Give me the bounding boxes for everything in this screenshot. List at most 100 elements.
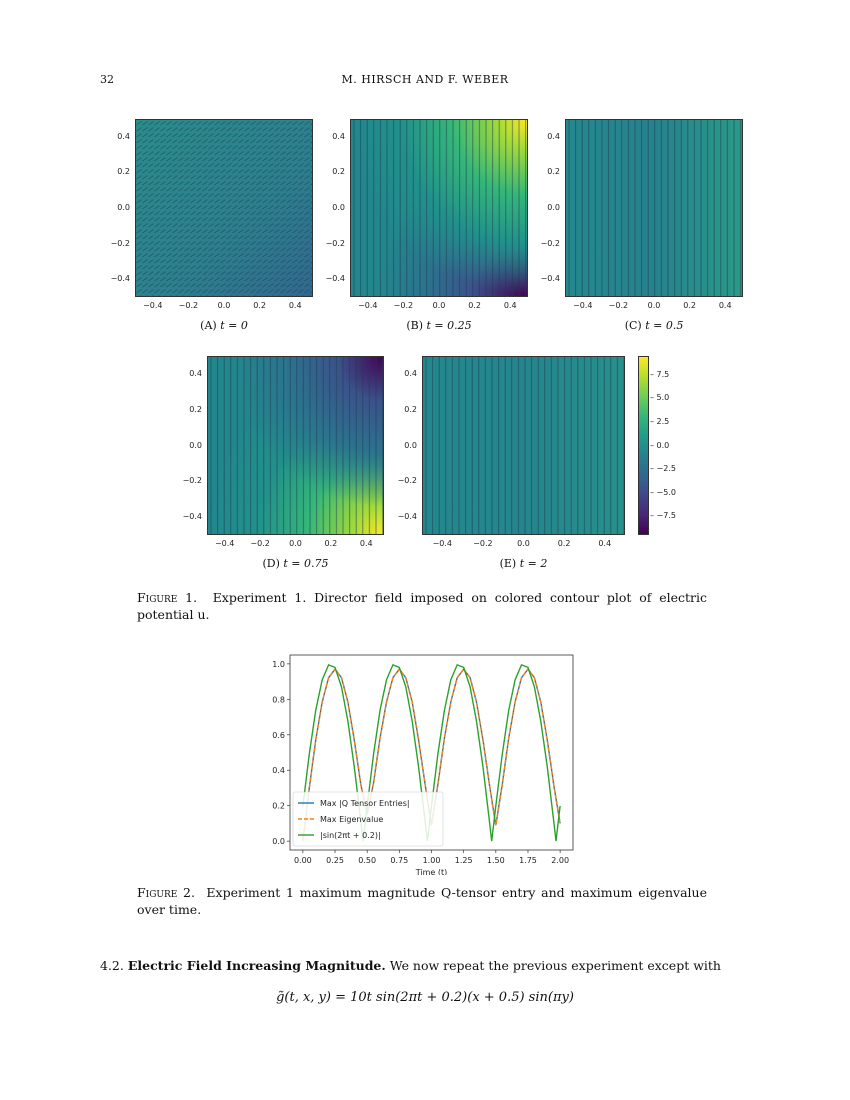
legend-entry: |sin(2πt + 0.2)| xyxy=(320,831,381,840)
subfigure-caption: (A) t = 0 xyxy=(200,319,248,332)
legend-entry: Max |Q Tensor Entries| xyxy=(320,799,410,808)
x-tick-label: 0.0 xyxy=(647,301,661,310)
x-tick-label: −0.4 xyxy=(573,301,593,310)
y-tick-label: −0.4 xyxy=(325,274,345,284)
y-tick-label: 0.0 xyxy=(272,837,285,846)
colorbar xyxy=(638,356,649,535)
x-tick-label: −0.2 xyxy=(250,539,270,548)
x-tick-label: 0.2 xyxy=(683,301,696,310)
x-tick-label: 0.0 xyxy=(217,301,231,310)
legend-entry: Max Eigenvalue xyxy=(320,815,383,824)
y-tick-label: 0.4 xyxy=(189,368,202,378)
y-tick-label: 0.0 xyxy=(117,203,130,212)
x-tick-label: 1.50 xyxy=(487,856,505,865)
x-tick-label: 0.0 xyxy=(432,301,446,310)
y-tick-label: 0.2 xyxy=(117,167,130,177)
figure-2-caption: Figure 2. Experiment 1 maximum magnitude… xyxy=(137,884,707,918)
y-tick-label: 0.4 xyxy=(404,368,417,378)
y-tick-label: −0.2 xyxy=(325,238,345,248)
x-tick-label: 0.0 xyxy=(289,539,302,548)
y-tick-label: 0.8 xyxy=(272,695,285,704)
figure-1-caption: Figure 1. Experiment 1. Director field i… xyxy=(137,589,707,623)
subfigure-caption: (D) t = 0.75 xyxy=(262,557,329,570)
legend-box xyxy=(292,791,444,847)
x-tick-label: −0.2 xyxy=(178,301,199,310)
y-tick-label: 0.4 xyxy=(332,131,345,141)
contour-panel xyxy=(565,119,743,297)
y-tick-label: 0.2 xyxy=(404,404,417,414)
x-tick-label: −0.2 xyxy=(608,301,629,310)
x-tick-label: 0.2 xyxy=(253,301,266,310)
y-tick-label: 0.0 xyxy=(332,203,345,212)
x-tick-label: 0.2 xyxy=(557,539,571,548)
running-header: M. HIRSCH AND F. WEBER xyxy=(341,73,509,86)
y-tick-label: 0.0 xyxy=(189,440,202,450)
x-tick-label: 1.75 xyxy=(519,856,537,865)
colorbar-tick-label: – 2.5 xyxy=(650,416,670,426)
x-tick-label: 1.00 xyxy=(423,856,441,865)
page-number: 32 xyxy=(100,73,114,86)
y-tick-label: 0.0 xyxy=(547,203,560,212)
caption-label: Figure 1. xyxy=(137,590,198,605)
x-axis-label: Time (t) xyxy=(415,868,448,875)
y-tick-label: 1.0 xyxy=(272,660,285,669)
director-field xyxy=(566,120,742,296)
x-tick-label: 0.00 xyxy=(294,856,312,865)
y-tick-label: 0.4 xyxy=(272,766,285,775)
y-tick-label: −0.2 xyxy=(182,476,202,486)
y-tick-label: 0.4 xyxy=(117,131,130,141)
section-number: 4.2. xyxy=(100,958,124,973)
line-chart: 0.00 0.25 0.50 0.75 1.00 1.25 1.50 1.75 2.00 0.0 0… xyxy=(272,654,574,875)
x-tick-label: −0.4 xyxy=(432,539,453,548)
x-tick-label: 2.00 xyxy=(551,856,569,865)
caption-text: Experiment 1 maximum magnitude Q-tensor … xyxy=(137,885,708,917)
y-tick-label: −0.2 xyxy=(110,238,130,248)
colorbar-tick-label: – −5.0 xyxy=(650,487,676,497)
contour-panel xyxy=(135,119,313,297)
section-title: Electric Field Increasing Magnitude. xyxy=(127,958,386,973)
subfigure-caption: (E) t = 2 xyxy=(499,557,548,570)
x-tick-label: −0.4 xyxy=(143,301,163,310)
equation: g̃(t, x, y) = 10t sin(2πt + 0.2)(x + 0.5… xyxy=(276,990,574,1005)
y-tick-label: −0.4 xyxy=(110,274,130,284)
y-tick-label: 0.6 xyxy=(272,731,285,740)
x-tick-label: 0.4 xyxy=(718,301,732,310)
x-tick-label: −0.2 xyxy=(393,301,414,310)
x-tick-label: 0.0 xyxy=(517,539,530,548)
colorbar-tick-label: – −7.5 xyxy=(650,511,676,521)
x-tick-label: 0.4 xyxy=(598,539,612,548)
x-tick-label: −0.2 xyxy=(473,539,493,548)
y-tick-label: −0.2 xyxy=(397,476,417,486)
caption-label: Figure 2. xyxy=(137,885,195,900)
x-tick-label: 0.2 xyxy=(468,301,481,310)
x-tick-label: −0.4 xyxy=(358,301,378,310)
y-tick-label: −0.4 xyxy=(540,274,560,284)
x-tick-label: −0.4 xyxy=(214,539,235,548)
director-field xyxy=(208,357,383,534)
x-tick-label: 0.4 xyxy=(359,539,373,548)
y-tick-label: 0.2 xyxy=(547,167,560,177)
x-tick-label: 0.2 xyxy=(324,539,338,548)
x-tick-label: 0.75 xyxy=(390,856,408,865)
y-tick-label: 0.0 xyxy=(404,440,417,450)
y-tick-label: 0.4 xyxy=(547,131,560,141)
y-tick-label: 0.2 xyxy=(272,802,285,811)
director-field xyxy=(423,357,624,534)
y-tick-label: −0.2 xyxy=(540,238,560,248)
x-tick-label: 0.4 xyxy=(503,301,517,310)
colorbar-tick-label: – −2.5 xyxy=(650,464,676,474)
x-tick-label: 0.50 xyxy=(358,856,376,865)
y-tick-label: 0.2 xyxy=(189,404,202,414)
section-text: We now repeat the previous experiment ex… xyxy=(389,958,721,973)
contour-panel xyxy=(350,119,528,297)
contour-panel xyxy=(422,356,625,535)
contour-panel xyxy=(207,356,384,535)
y-tick-label: −0.4 xyxy=(397,512,417,522)
subfigure-caption: (B) t = 0.25 xyxy=(406,319,472,332)
x-tick-label: 0.25 xyxy=(326,856,344,865)
y-tick-label: −0.4 xyxy=(182,512,202,522)
colorbar-tick-label: – 0.0 xyxy=(650,440,670,450)
subfigure-caption: (C) t = 0.5 xyxy=(624,319,684,332)
y-tick-label: 0.2 xyxy=(332,167,345,177)
